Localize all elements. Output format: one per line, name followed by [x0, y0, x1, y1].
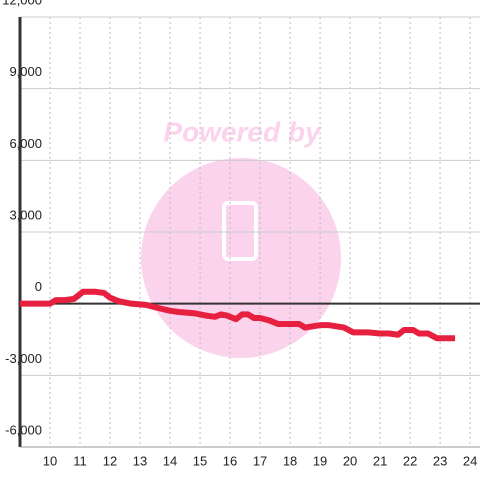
x-tick-label: 12	[103, 453, 117, 468]
x-tick-label: 11	[73, 453, 87, 468]
x-tick-label: 17	[253, 453, 267, 468]
series-line	[20, 288, 456, 342]
x-tick-label: 20	[343, 453, 357, 468]
watermark-icon	[222, 201, 258, 261]
x-tick-label: 22	[403, 453, 417, 468]
y-tick-label: 6,000	[9, 136, 42, 151]
x-tick-label: 14	[163, 453, 177, 468]
x-tick-label: 13	[133, 453, 147, 468]
x-tick-label: 18	[283, 453, 297, 468]
x-tick-label: 23	[433, 453, 447, 468]
y-tick-label: 3,000	[9, 207, 42, 222]
x-tick-label: 19	[313, 453, 327, 468]
y-tick-label: 12,000	[2, 0, 42, 7]
y-tick-label: 0	[35, 279, 42, 294]
x-tick-label: 24	[463, 453, 477, 468]
watermark-text: Powered by	[163, 116, 322, 147]
x-tick-label: 16	[223, 453, 237, 468]
x-tick-label: 21	[373, 453, 387, 468]
y-tick-label: -6,000	[5, 422, 42, 437]
y-tick-label: -3,000	[5, 351, 42, 366]
x-tick-label: 15	[193, 453, 207, 468]
y-tick-label: 9,000	[9, 64, 42, 79]
x-tick-label: 10	[43, 453, 57, 468]
